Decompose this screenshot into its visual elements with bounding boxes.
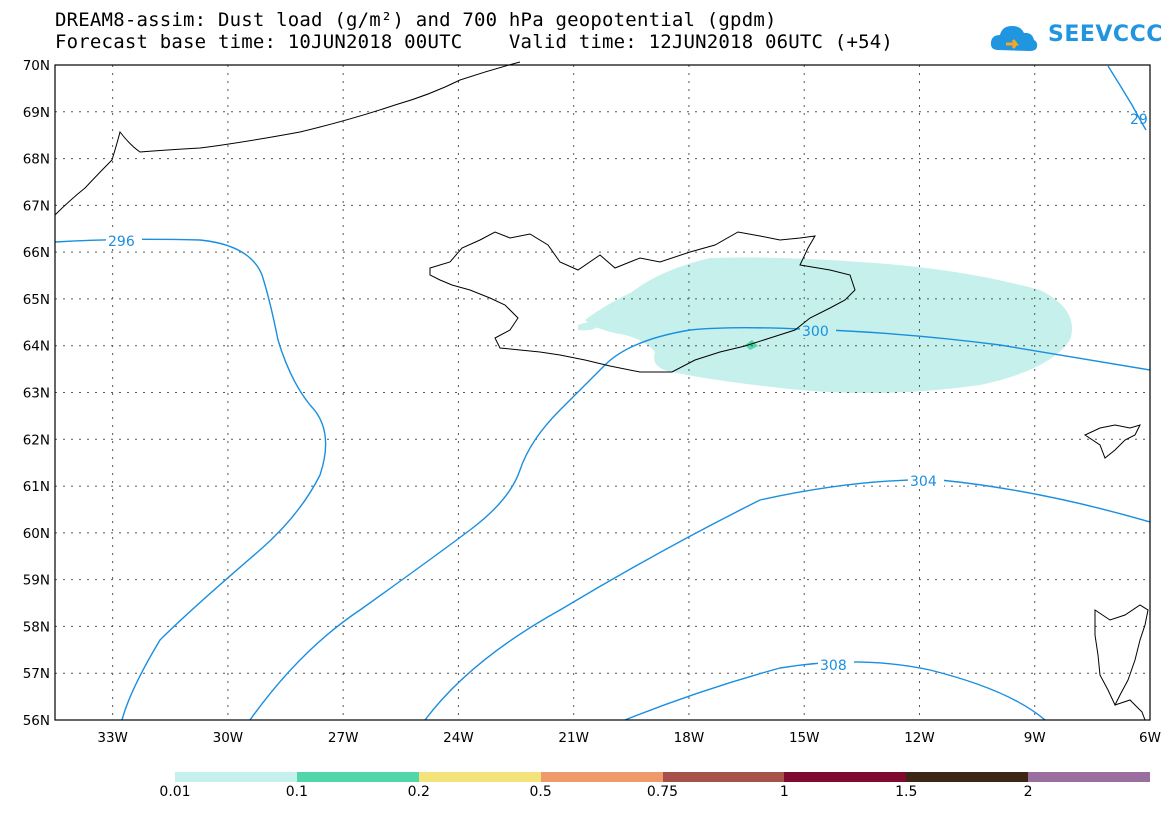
- colorbar-label: 1: [779, 784, 789, 800]
- colorbar-segment: [418, 772, 541, 782]
- lon-label: 12W: [904, 730, 935, 746]
- colorbar-segment: [296, 772, 419, 782]
- lat-label: 65N: [23, 292, 50, 308]
- lon-label: 6W: [1139, 730, 1161, 746]
- lat-label: 63N: [23, 386, 50, 402]
- scotland-coast: [1094, 604, 1149, 707]
- colorbar-segment: [1028, 772, 1151, 782]
- colorbar-label: 0.1: [285, 784, 308, 800]
- lat-label: 68N: [23, 152, 50, 168]
- iceland-coast: [429, 231, 856, 373]
- lat-label: 69N: [23, 105, 50, 121]
- contour-labels: 296 300 304 308 29: [106, 112, 1148, 674]
- contour-label-308: 308: [820, 658, 847, 674]
- colorbar-label: 0.01: [159, 784, 191, 800]
- lat-label: 67N: [23, 198, 50, 214]
- contour-296: [54, 238, 327, 721]
- greenland-coast: [54, 61, 521, 216]
- map-frame: [54, 64, 1151, 721]
- colorbar-label: 0.75: [646, 784, 679, 800]
- chart-title-line2: Forecast base time: 10JUN2018 00UTC Vali…: [55, 31, 894, 53]
- contour-29-partial: [1107, 65, 1147, 131]
- colorbar-segment: [662, 772, 785, 782]
- lon-label: 18W: [674, 730, 705, 746]
- contour-label-300: 300: [802, 324, 829, 340]
- lat-label: 66N: [23, 245, 50, 261]
- lat-label: 58N: [23, 619, 50, 635]
- lat-label: 61N: [23, 479, 50, 495]
- contour-label-29: 29: [1130, 112, 1148, 128]
- contour-304: [424, 479, 1151, 721]
- faroe-coast: [1083, 424, 1141, 459]
- lat-label: 64N: [23, 339, 50, 355]
- colorbar-label: 1.5: [895, 784, 918, 800]
- lat-label: 60N: [23, 526, 50, 542]
- lon-label: 21W: [558, 730, 589, 746]
- lon-label: 9W: [1024, 730, 1046, 746]
- chart-title-line1: DREAM8-assim: Dust load (g/m²) and 700 h…: [55, 9, 777, 31]
- lon-label: 33W: [97, 730, 128, 746]
- lon-label: 15W: [789, 730, 820, 746]
- contour-300: [249, 327, 1151, 721]
- colorbar-label: 0.2: [407, 784, 430, 800]
- colorbar-label: 0.5: [529, 784, 552, 800]
- colorbar-label: 2: [1023, 784, 1033, 800]
- lat-label: 56N: [23, 713, 50, 729]
- logo-text: SEEVCCC: [1048, 22, 1163, 47]
- lon-label: 27W: [328, 730, 359, 746]
- lat-label: 62N: [23, 432, 50, 448]
- axis-labels: 70N 69N 68N 67N 66N 65N 64N 63N 62N 61N 60N 59N 58N 5…: [23, 58, 1161, 746]
- geopotential-contours: [54, 65, 1151, 721]
- gridlines: [55, 65, 1150, 720]
- lat-label: 57N: [23, 666, 50, 682]
- lat-label: 59N: [23, 573, 50, 589]
- colorbar-segment: [906, 772, 1029, 782]
- colorbar-segment: [540, 772, 663, 782]
- cloud-logo-icon: [990, 26, 1038, 51]
- lon-label: 24W: [443, 730, 474, 746]
- contour-label-296: 296: [108, 234, 135, 250]
- lon-label: 30W: [213, 730, 244, 746]
- colorbar-segment: [784, 772, 907, 782]
- colorbar-segment: [175, 772, 297, 782]
- lat-label: 70N: [23, 58, 50, 74]
- coastlines: [54, 61, 1149, 721]
- contour-label-304: 304: [910, 474, 937, 490]
